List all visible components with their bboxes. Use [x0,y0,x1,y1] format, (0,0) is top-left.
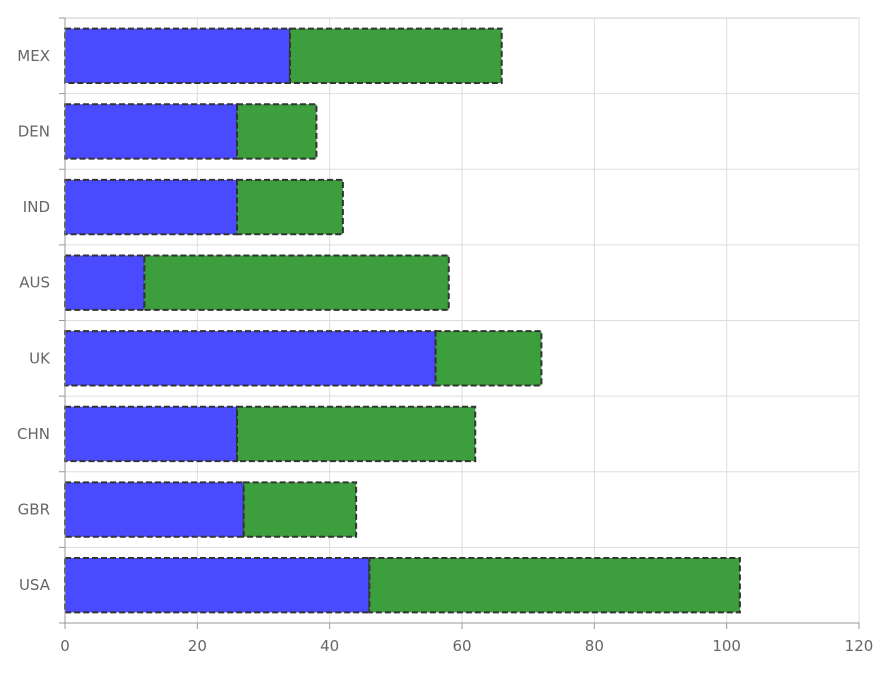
grid-layer [64,17,860,624]
bar-uk-series-2[interactable] [434,330,543,387]
bar-chn-series-2[interactable] [236,405,477,463]
bar-usa-series-1[interactable] [64,556,371,614]
bar-usa-series-2[interactable] [368,556,741,614]
bar-aus-series-2[interactable] [143,254,450,311]
x-tick-label: 40 [320,637,339,655]
bar-chn-series-1[interactable] [64,405,239,463]
bar-gbr-series-2[interactable] [242,481,358,538]
category-label: USA [19,576,51,594]
bar-gbr-series-1[interactable] [64,481,245,538]
bar-den-series-2[interactable] [236,103,318,160]
x-tick-label: 20 [188,637,207,655]
bar-mex-series-2[interactable] [288,27,503,85]
x-tick-label: 60 [452,637,471,655]
x-tick-label: 120 [845,637,874,655]
axis-layer [59,17,860,629]
category-label: UK [29,349,51,367]
category-label: DEN [18,122,50,140]
bar-ind-series-2[interactable] [236,178,344,236]
bar-ind-series-1[interactable] [64,178,239,236]
x-tick-label: 0 [60,637,70,655]
bar-aus-series-1[interactable] [64,254,146,311]
bars-layer [64,27,741,614]
category-label: MEX [17,47,50,65]
category-label: GBR [18,501,50,519]
x-tick-label: 100 [712,637,741,655]
category-label: IND [23,198,50,216]
category-label: AUS [19,274,50,292]
labels-layer: 0 20 40 60 80 100 120 MEX DEN IND AUS UK CHN GBR USA [17,47,873,655]
category-label: CHN [17,425,50,443]
bar-uk-series-1[interactable] [64,330,437,387]
bar-mex-series-1[interactable] [64,27,291,85]
x-tick-label: 80 [585,637,604,655]
bar-den-series-1[interactable] [64,103,239,160]
